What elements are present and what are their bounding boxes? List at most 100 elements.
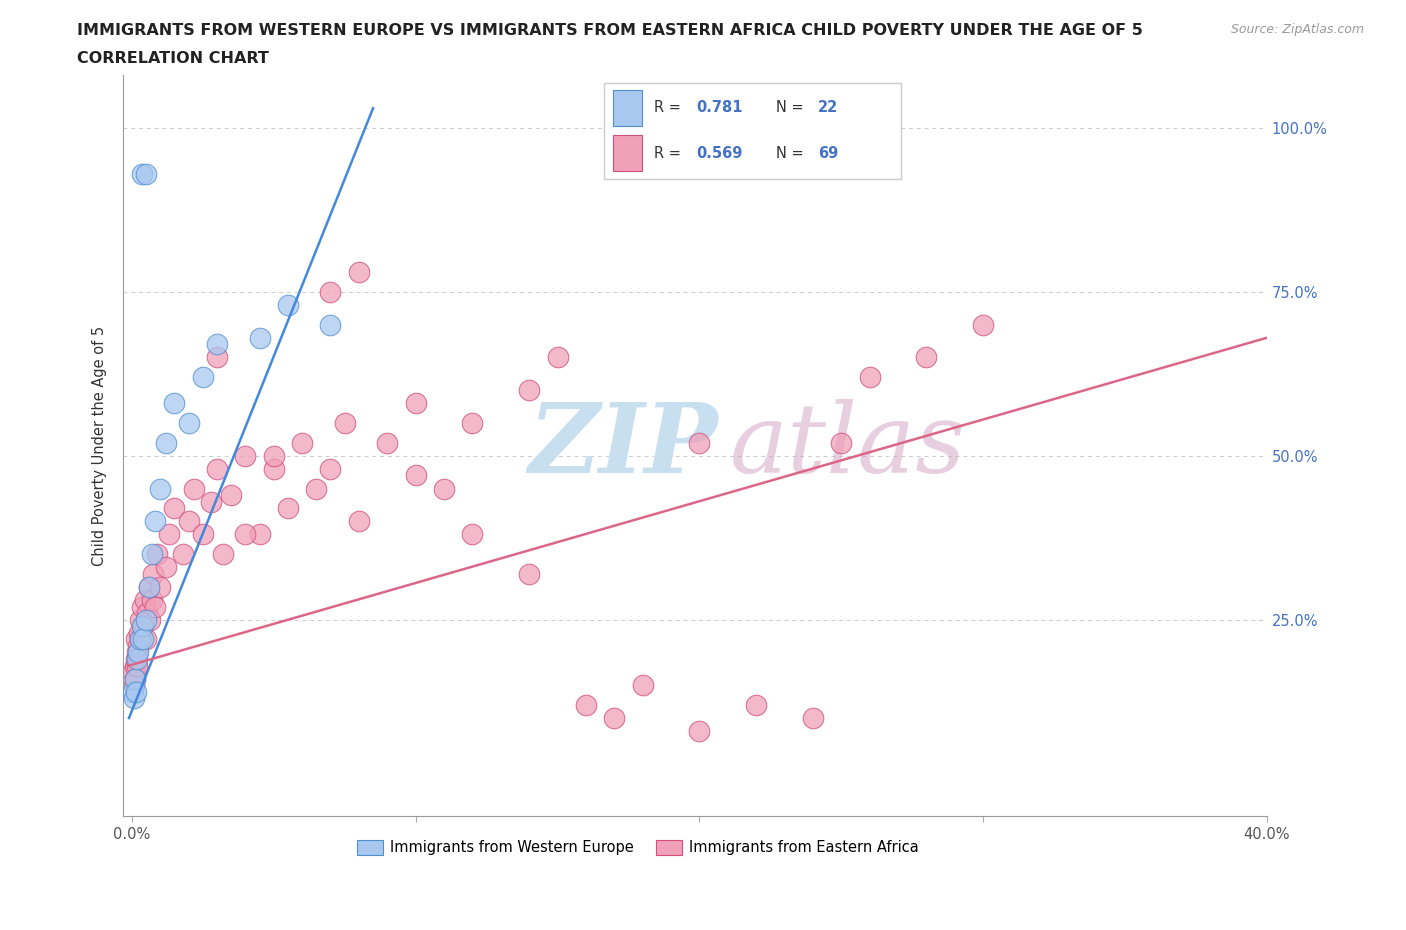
Point bbox=[139, 612, 162, 627]
Point bbox=[263, 448, 285, 463]
Point bbox=[146, 547, 169, 562]
Point bbox=[141, 547, 163, 562]
Point bbox=[128, 631, 150, 646]
Text: ZIP: ZIP bbox=[529, 399, 718, 493]
Text: CORRELATION CHART: CORRELATION CHART bbox=[77, 51, 269, 66]
Point bbox=[122, 684, 145, 699]
Point bbox=[263, 461, 285, 476]
Point bbox=[172, 547, 194, 562]
Point bbox=[124, 671, 146, 686]
Point bbox=[155, 560, 177, 575]
Point bbox=[517, 566, 540, 581]
Point bbox=[219, 487, 242, 502]
Point bbox=[155, 435, 177, 450]
Point bbox=[319, 461, 342, 476]
Point bbox=[191, 369, 214, 384]
Point bbox=[127, 658, 149, 673]
Point bbox=[405, 396, 427, 411]
Legend: Immigrants from Western Europe, Immigrants from Eastern Africa: Immigrants from Western Europe, Immigran… bbox=[352, 834, 925, 861]
Point bbox=[138, 579, 160, 594]
Point bbox=[433, 481, 456, 496]
Point bbox=[131, 599, 153, 614]
Point bbox=[125, 645, 148, 660]
Text: atlas: atlas bbox=[730, 399, 966, 493]
Point bbox=[972, 317, 994, 332]
Point bbox=[801, 711, 824, 725]
Text: Source: ZipAtlas.com: Source: ZipAtlas.com bbox=[1230, 23, 1364, 36]
Point bbox=[205, 337, 228, 352]
Point bbox=[461, 527, 484, 542]
Point bbox=[135, 612, 157, 627]
Point bbox=[603, 711, 626, 725]
Point bbox=[157, 527, 180, 542]
Point bbox=[319, 285, 342, 299]
Text: IMMIGRANTS FROM WESTERN EUROPE VS IMMIGRANTS FROM EASTERN AFRICA CHILD POVERTY U: IMMIGRANTS FROM WESTERN EUROPE VS IMMIGR… bbox=[77, 23, 1143, 38]
Point bbox=[163, 500, 186, 515]
Point bbox=[319, 317, 342, 332]
Point bbox=[233, 448, 256, 463]
Point bbox=[211, 547, 233, 562]
Point bbox=[135, 631, 157, 646]
Point bbox=[915, 350, 938, 365]
Point bbox=[141, 592, 163, 607]
Point bbox=[127, 645, 149, 660]
Point bbox=[124, 658, 146, 673]
Point bbox=[132, 618, 155, 633]
Point bbox=[131, 166, 153, 181]
Point bbox=[191, 527, 214, 542]
Point bbox=[205, 461, 228, 476]
Y-axis label: Child Poverty Under the Age of 5: Child Poverty Under the Age of 5 bbox=[93, 326, 107, 566]
Point bbox=[200, 494, 222, 509]
Point bbox=[149, 579, 172, 594]
Point bbox=[177, 514, 200, 529]
Point bbox=[461, 416, 484, 431]
Point bbox=[125, 631, 148, 646]
Point bbox=[125, 652, 148, 667]
Point bbox=[143, 599, 166, 614]
Point bbox=[183, 481, 205, 496]
Point bbox=[688, 435, 710, 450]
Point bbox=[547, 350, 569, 365]
Point bbox=[830, 435, 852, 450]
Point bbox=[405, 468, 427, 483]
Point bbox=[124, 671, 146, 686]
Point bbox=[125, 684, 148, 699]
Point bbox=[122, 678, 145, 693]
Point bbox=[249, 330, 271, 345]
Point bbox=[347, 265, 370, 280]
Point bbox=[859, 369, 882, 384]
Point bbox=[177, 416, 200, 431]
Point bbox=[143, 514, 166, 529]
Point bbox=[122, 665, 145, 680]
Point bbox=[517, 383, 540, 398]
Point bbox=[305, 481, 328, 496]
Point bbox=[125, 652, 148, 667]
Point bbox=[142, 566, 165, 581]
Point bbox=[128, 625, 150, 640]
Point bbox=[128, 612, 150, 627]
Point bbox=[277, 500, 299, 515]
Point bbox=[122, 691, 145, 706]
Point bbox=[149, 481, 172, 496]
Point bbox=[233, 527, 256, 542]
Point bbox=[163, 396, 186, 411]
Point bbox=[205, 350, 228, 365]
Point bbox=[277, 298, 299, 312]
Point bbox=[745, 698, 768, 712]
Point bbox=[631, 678, 654, 693]
Point bbox=[249, 527, 271, 542]
Point bbox=[131, 618, 153, 633]
Point bbox=[333, 416, 356, 431]
Point bbox=[129, 631, 152, 646]
Point bbox=[347, 514, 370, 529]
Point bbox=[688, 724, 710, 738]
Point bbox=[136, 605, 159, 620]
Point bbox=[575, 698, 598, 712]
Point bbox=[375, 435, 398, 450]
Point bbox=[138, 579, 160, 594]
Point bbox=[135, 166, 157, 181]
Point bbox=[134, 592, 156, 607]
Point bbox=[291, 435, 314, 450]
Point bbox=[132, 631, 155, 646]
Point bbox=[127, 639, 149, 654]
